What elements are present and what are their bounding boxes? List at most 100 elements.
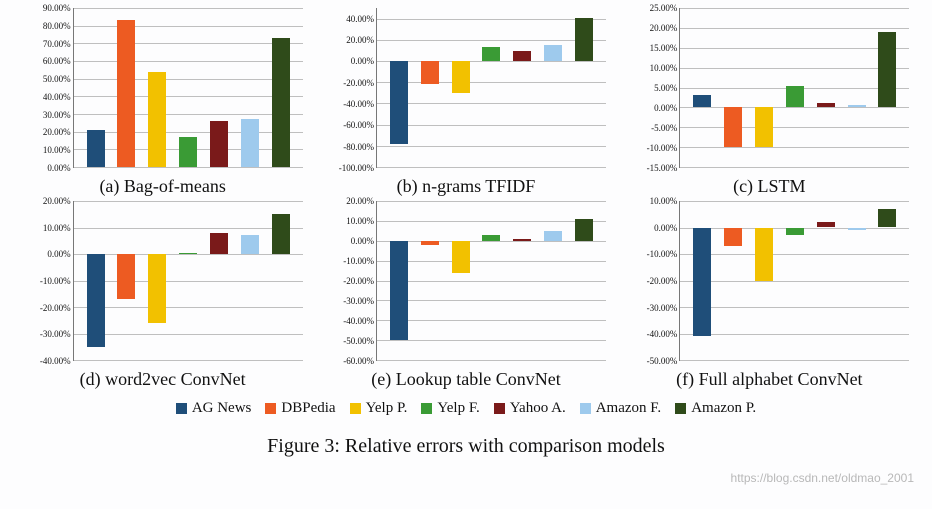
bar-fill — [513, 51, 531, 61]
y-axis: -50.00%-40.00%-30.00%-20.00%-10.00%0.00%… — [629, 201, 679, 361]
bar-fill — [513, 239, 531, 241]
legend-swatch — [350, 403, 361, 414]
legend-item: Yelp P. — [350, 400, 408, 417]
chart-panel-e: -60.00%-50.00%-40.00%-30.00%-20.00%-10.0… — [323, 201, 608, 390]
bar — [817, 8, 835, 167]
legend-swatch — [421, 403, 432, 414]
legend-swatch — [675, 403, 686, 414]
bar-fill — [210, 233, 228, 254]
legend-label: Amazon P. — [691, 400, 756, 417]
bar — [482, 8, 500, 167]
y-tick-label: -50.00% — [343, 336, 374, 346]
y-tick-label: -50.00% — [647, 356, 678, 366]
bar — [117, 201, 135, 360]
y-axis: -15.00%-10.00%-5.00%0.00%5.00%10.00%15.0… — [629, 8, 679, 168]
y-tick-label: 30.00% — [43, 110, 71, 120]
bar-fill — [878, 209, 896, 228]
bar — [848, 8, 866, 167]
bar — [693, 8, 711, 167]
y-tick-label: 20.00% — [346, 35, 374, 45]
chart-panel-f: -50.00%-40.00%-30.00%-20.00%-10.00%0.00%… — [627, 201, 912, 390]
plot-area — [73, 8, 303, 168]
y-tick-label: 25.00% — [650, 3, 678, 13]
y-tick-label: 20.00% — [43, 127, 71, 137]
chart-frame: -100.00%-80.00%-60.00%-40.00%-20.00%0.00… — [326, 8, 606, 168]
bar — [87, 201, 105, 360]
bar — [724, 8, 742, 167]
y-tick-label: -30.00% — [647, 303, 678, 313]
y-tick-label: 0.00% — [351, 56, 374, 66]
bar-fill — [452, 61, 470, 93]
plot-area — [376, 201, 606, 361]
y-tick-label: -10.00% — [40, 276, 71, 286]
legend-label: Yelp F. — [437, 400, 479, 417]
legend-item: DBPedia — [265, 400, 335, 417]
bar-fill — [117, 20, 135, 167]
gridline — [74, 360, 303, 361]
y-tick-label: -10.00% — [647, 249, 678, 259]
panel-caption: (c) LSTM — [733, 176, 805, 197]
bar-fill — [544, 231, 562, 241]
bar-fill — [210, 121, 228, 167]
chart-grid: 0.00%10.00%20.00%30.00%40.00%50.00%60.00… — [20, 8, 912, 390]
y-tick-label: 0.00% — [47, 163, 70, 173]
bar-fill — [693, 228, 711, 337]
bar-fill — [117, 254, 135, 299]
bar-fill — [544, 45, 562, 61]
bar — [241, 201, 259, 360]
bar-fill — [241, 119, 259, 167]
bar-fill — [755, 107, 773, 147]
bar-fill — [452, 241, 470, 273]
panel-caption: (b) n-grams TFIDF — [397, 176, 536, 197]
bar — [848, 201, 866, 360]
bar-fill — [482, 47, 500, 61]
y-tick-label: -20.00% — [343, 276, 374, 286]
legend-item: Amazon P. — [675, 400, 756, 417]
y-axis: 0.00%10.00%20.00%30.00%40.00%50.00%60.00… — [23, 8, 73, 168]
y-tick-label: 10.00% — [650, 196, 678, 206]
bar — [241, 8, 259, 167]
bar — [210, 201, 228, 360]
bars-container — [680, 8, 909, 167]
legend-label: Amazon F. — [596, 400, 661, 417]
bar-fill — [390, 241, 408, 340]
gridline — [377, 167, 606, 168]
legend-item: Amazon F. — [580, 400, 661, 417]
chart-frame: 0.00%10.00%20.00%30.00%40.00%50.00%60.00… — [23, 8, 303, 168]
y-tick-label: -15.00% — [647, 163, 678, 173]
bar-fill — [575, 219, 593, 241]
bar-fill — [390, 61, 408, 144]
y-tick-label: 20.00% — [43, 196, 71, 206]
legend-label: AG News — [192, 400, 252, 417]
chart-panel-a: 0.00%10.00%20.00%30.00%40.00%50.00%60.00… — [20, 8, 305, 197]
bar-fill — [148, 254, 166, 323]
bars-container — [377, 8, 606, 167]
panel-caption: (a) Bag-of-means — [99, 176, 225, 197]
y-tick-label: 40.00% — [43, 92, 71, 102]
bar — [179, 8, 197, 167]
bar — [724, 201, 742, 360]
bar — [421, 8, 439, 167]
bar-fill — [724, 107, 742, 147]
bar — [148, 8, 166, 167]
legend-item: Yelp F. — [421, 400, 479, 417]
legend-swatch — [494, 403, 505, 414]
y-tick-label: 10.00% — [43, 145, 71, 155]
y-tick-label: -30.00% — [40, 329, 71, 339]
bar — [513, 201, 531, 360]
y-tick-label: 0.00% — [47, 249, 70, 259]
y-tick-label: 10.00% — [650, 63, 678, 73]
chart-panel-c: -15.00%-10.00%-5.00%0.00%5.00%10.00%15.0… — [627, 8, 912, 197]
plot-area — [73, 201, 303, 361]
bar — [390, 8, 408, 167]
panel-caption: (e) Lookup table ConvNet — [371, 369, 560, 390]
y-tick-label: -5.00% — [651, 123, 677, 133]
gridline — [680, 360, 909, 361]
y-tick-label: 70.00% — [43, 39, 71, 49]
bar-fill — [817, 103, 835, 107]
bar — [878, 8, 896, 167]
bars-container — [74, 201, 303, 360]
bar — [87, 8, 105, 167]
bar-fill — [272, 214, 290, 254]
legend-item: AG News — [176, 400, 252, 417]
